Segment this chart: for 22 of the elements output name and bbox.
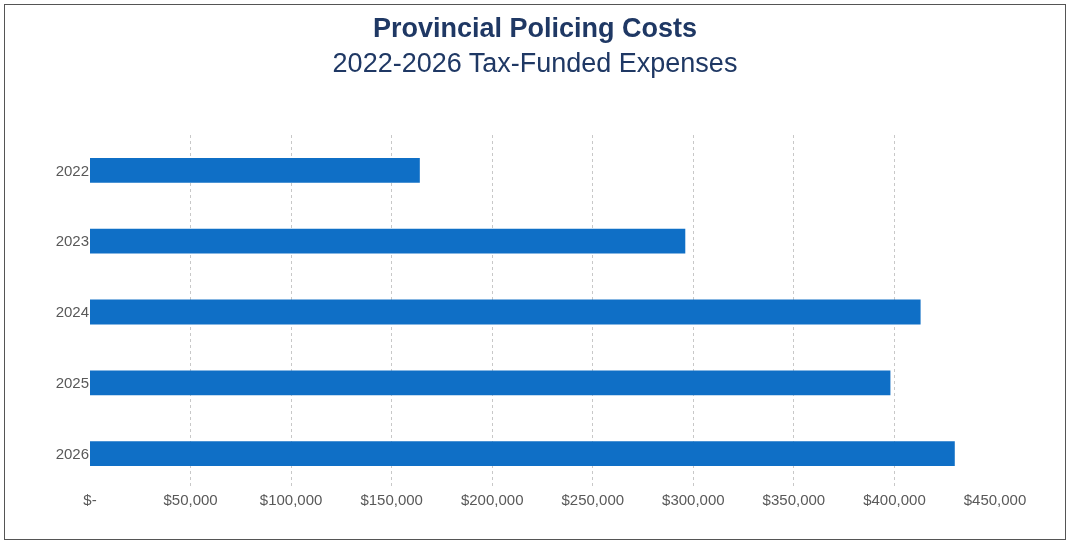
- x-tick-label: $400,000: [863, 491, 926, 508]
- x-tick-label: $300,000: [662, 491, 725, 508]
- bar: [90, 370, 891, 396]
- bar: [90, 228, 686, 254]
- x-tick-label: $200,000: [460, 491, 524, 508]
- y-tick-label: 2026: [55, 444, 89, 462]
- x-tick-label: $250,000: [561, 491, 625, 508]
- bar: [90, 441, 955, 466]
- x-tick-label: $100,000: [259, 491, 323, 508]
- y-tick-label: 2023: [55, 232, 89, 250]
- chart-title: Provincial Policing Costs: [372, 13, 698, 44]
- x-tick-label: $450,000: [963, 491, 1027, 508]
- x-tick-label: $50,000: [163, 491, 218, 508]
- x-tick-label: $350,000: [762, 491, 826, 508]
- y-tick-label: 2022: [55, 161, 89, 179]
- y-tick-label: 2024: [55, 303, 89, 321]
- y-tick-label: 2025: [55, 374, 89, 392]
- x-tick-label: $150,000: [360, 491, 423, 508]
- bar: [90, 158, 420, 183]
- x-tick-label: $-: [83, 491, 97, 508]
- bar: [90, 299, 921, 325]
- chart-subtitle: 2022-2026 Tax-Funded Expenses: [332, 48, 738, 79]
